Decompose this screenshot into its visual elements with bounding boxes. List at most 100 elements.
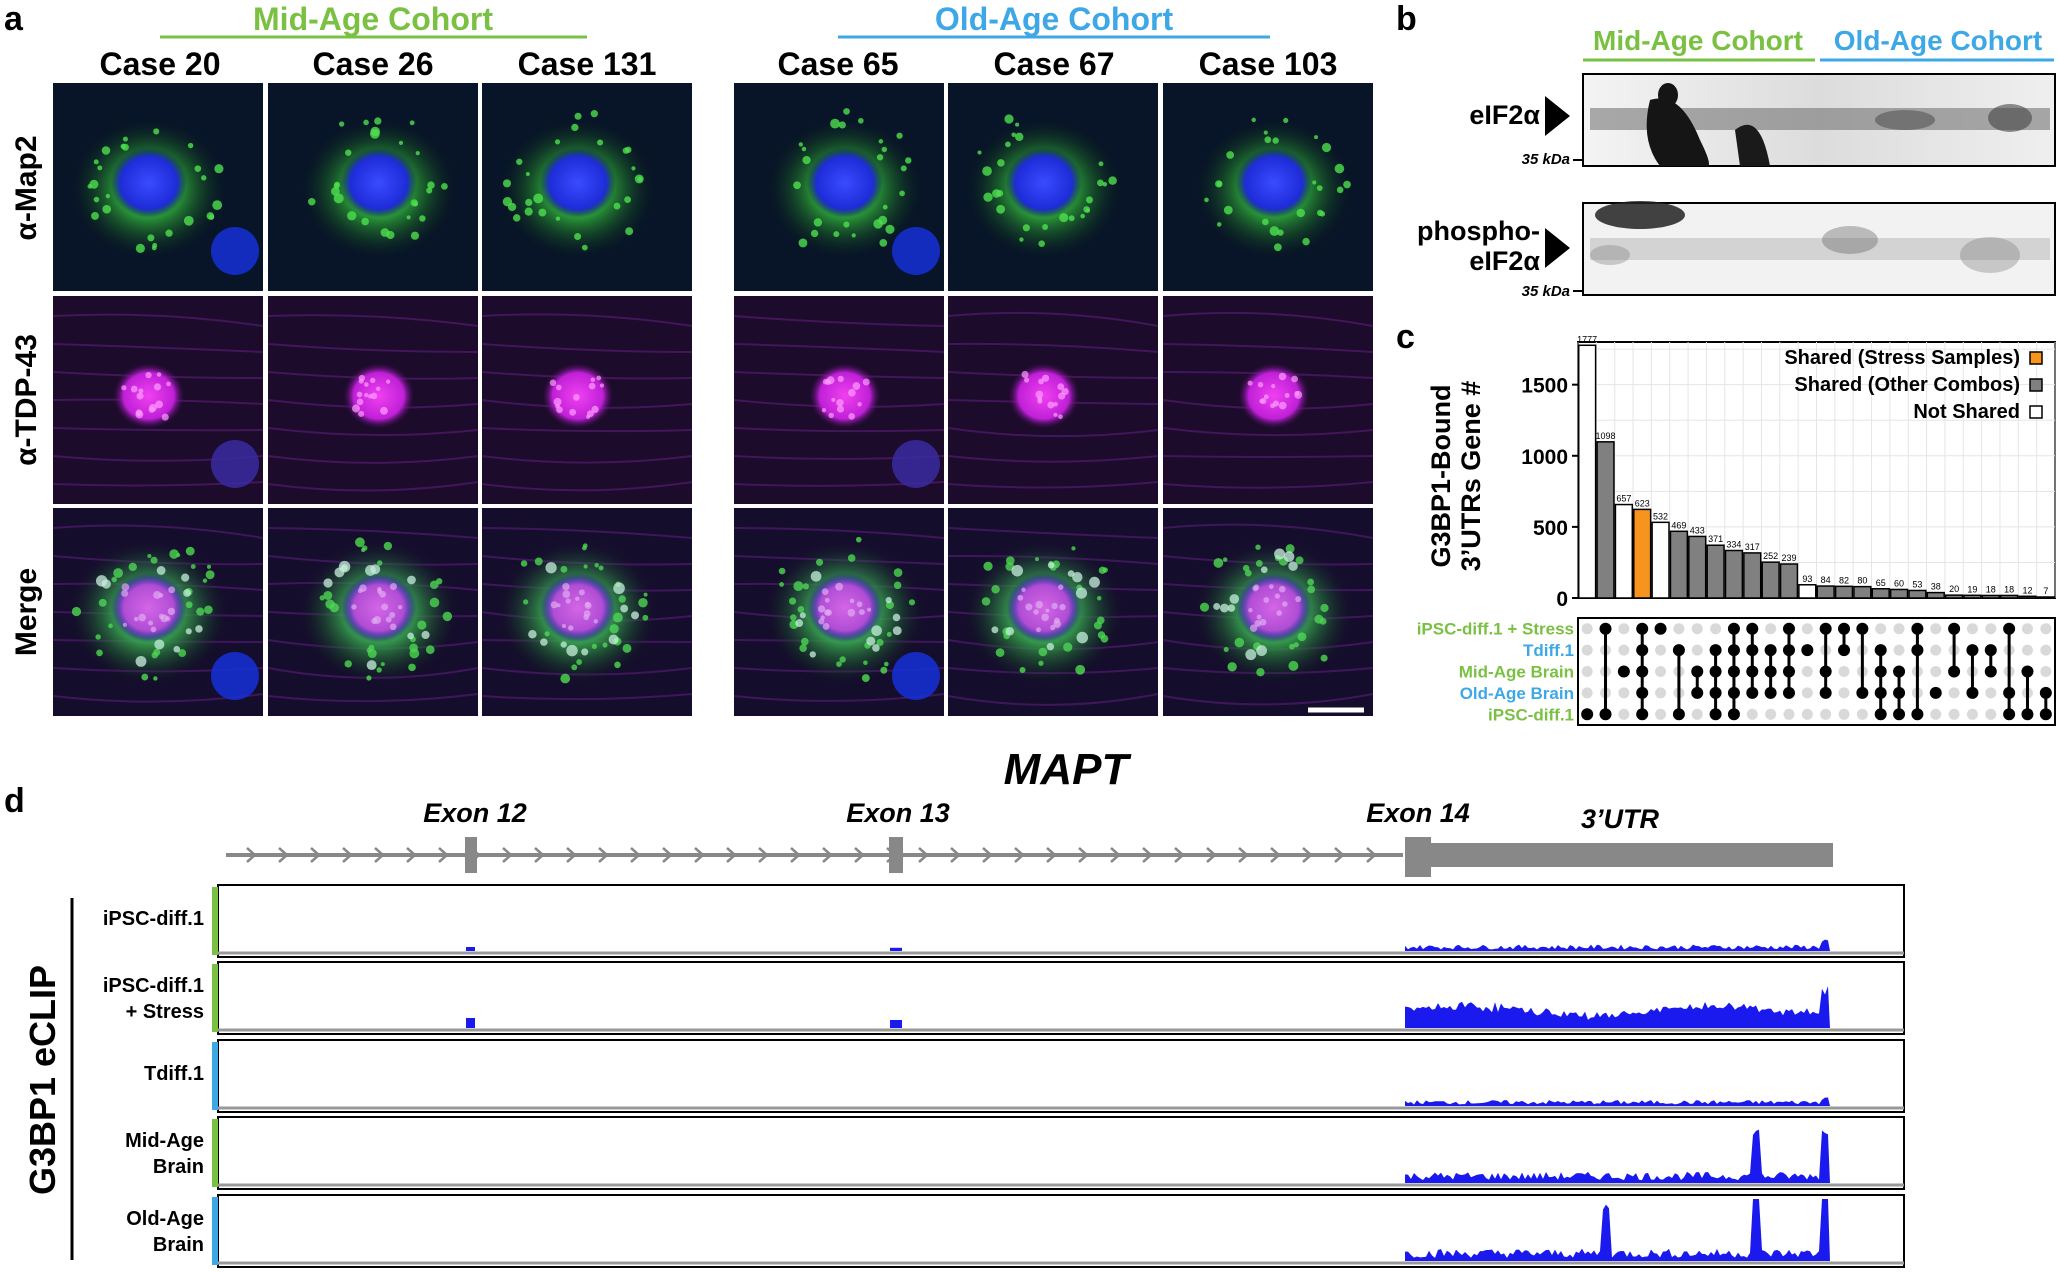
matrix-dot-filled bbox=[1709, 708, 1722, 721]
matrix-dot-empty bbox=[1710, 623, 1722, 635]
micrograph-tdp bbox=[733, 296, 945, 504]
blot-phospho-label-1: phospho- bbox=[1417, 216, 1540, 246]
matrix-dot-empty bbox=[1930, 644, 1942, 656]
matrix-dot-filled bbox=[1874, 644, 1887, 657]
matrix-dot-empty bbox=[1893, 644, 1905, 656]
track-label: Mid-Age bbox=[125, 1130, 204, 1152]
bar bbox=[1577, 344, 1597, 599]
blot-old-label: Old-Age Cohort bbox=[1834, 25, 2042, 56]
blot-phospho-label-2: eIF2α bbox=[1469, 246, 1540, 276]
matrix-dot-empty bbox=[1893, 623, 1905, 635]
micrograph-tdp bbox=[52, 296, 264, 504]
bar-value-label: 371 bbox=[1708, 534, 1723, 544]
gene-name: MAPT bbox=[1004, 745, 1132, 794]
strand-chevron bbox=[1014, 847, 1025, 863]
matrix-dot-empty bbox=[2021, 644, 2033, 656]
track-frame bbox=[217, 1116, 1905, 1190]
set-label: Mid-Age Brain bbox=[1459, 663, 1574, 682]
bar-value-label: 53 bbox=[1912, 579, 1922, 589]
matrix-dot-filled bbox=[1782, 644, 1795, 657]
track-label: Brain bbox=[153, 1234, 204, 1256]
matrix-dot-filled bbox=[1819, 686, 1832, 699]
bar-value-label: 433 bbox=[1690, 525, 1705, 535]
matrix-dot-filled bbox=[1727, 686, 1740, 699]
bar-value-label: 20 bbox=[1949, 584, 1959, 594]
matrix-dot-empty bbox=[1838, 708, 1850, 720]
micrograph-map2 bbox=[734, 83, 944, 291]
matrix-dot-filled bbox=[2021, 665, 2034, 678]
matrix-dot-empty bbox=[1838, 666, 1850, 677]
bar-value-label: 18 bbox=[1986, 584, 1996, 594]
case-header: Case 131 bbox=[518, 46, 657, 82]
bar bbox=[1706, 544, 1725, 599]
matrix-dot-filled bbox=[1911, 708, 1924, 721]
matrix-dot-filled bbox=[1709, 686, 1722, 699]
micrograph-tdp bbox=[481, 296, 693, 504]
matrix-dot-filled bbox=[1617, 665, 1630, 678]
matrix-dot-filled bbox=[1819, 622, 1832, 635]
matrix-dot-empty bbox=[1618, 644, 1630, 656]
bar bbox=[1981, 594, 2000, 599]
matrix-dot-empty bbox=[1966, 708, 1978, 720]
matrix-dot-empty bbox=[2040, 644, 2052, 656]
row-label-tdp43: α-TDP-43 bbox=[10, 334, 43, 466]
bar bbox=[1669, 530, 1689, 599]
matrix-dot-empty bbox=[1673, 623, 1685, 635]
panel-label-d: d bbox=[4, 782, 25, 820]
blot-kda-2: 35 kDa bbox=[1522, 283, 1570, 300]
strand-chevron bbox=[1302, 847, 1313, 863]
bar-value-label: 60 bbox=[1894, 578, 1904, 588]
strand-chevron bbox=[246, 847, 257, 863]
strand-chevron bbox=[822, 847, 833, 863]
exon-13 bbox=[889, 837, 903, 873]
panel-label-b: b bbox=[1396, 0, 1417, 38]
bar-value-label: 252 bbox=[1763, 551, 1778, 561]
matrix-dot-empty bbox=[2021, 623, 2033, 635]
case-header: Case 67 bbox=[994, 46, 1115, 82]
matrix-dot-filled bbox=[1746, 686, 1759, 699]
y-axis-label-line2: 3’UTRs Gene # bbox=[1456, 381, 1486, 572]
matrix-dot-empty bbox=[1765, 708, 1777, 720]
track-color-bar bbox=[212, 964, 218, 1032]
matrix-dot-empty bbox=[1581, 623, 1593, 635]
case-headers: Case 20 Case 26 Case 131 Case 65 Case 67… bbox=[100, 46, 1338, 82]
matrix-dot-filled bbox=[2021, 708, 2034, 721]
gene-model bbox=[226, 837, 1833, 877]
strand-chevron bbox=[374, 847, 385, 863]
matrix-dot-empty bbox=[1581, 687, 1593, 699]
strand-chevron bbox=[342, 847, 353, 863]
case-header: Case 26 bbox=[313, 46, 434, 82]
exon-12 bbox=[465, 837, 477, 873]
micrograph-grid bbox=[52, 83, 1374, 716]
bar bbox=[1963, 594, 1982, 599]
track-label: + Stress bbox=[126, 1001, 204, 1023]
strand-chevron bbox=[1110, 847, 1121, 863]
y-tick-label: 0 bbox=[1556, 588, 1568, 611]
matrix-dot-empty bbox=[1985, 687, 1997, 699]
matrix-dot-filled bbox=[1709, 644, 1722, 657]
blot-eif2a bbox=[1582, 73, 2056, 167]
matrix-dot-filled bbox=[1691, 686, 1704, 699]
track-frame bbox=[217, 884, 1905, 958]
signal-coverage bbox=[1405, 1199, 1830, 1261]
matrix-dot-filled bbox=[2003, 686, 2016, 699]
old-cohort-label: Old-Age Cohort bbox=[935, 1, 1174, 37]
matrix-dot-filled bbox=[1727, 708, 1740, 721]
bar bbox=[1596, 441, 1615, 599]
bar-value-label: 239 bbox=[1781, 553, 1796, 563]
row-label-merge: Merge bbox=[10, 568, 43, 656]
micrograph-merge bbox=[733, 508, 945, 716]
signal-coverage bbox=[1405, 1129, 1830, 1183]
matrix-dot-filled bbox=[1838, 622, 1851, 635]
matrix-dot-filled bbox=[1874, 686, 1887, 699]
bar-value-label: 12 bbox=[2022, 585, 2032, 595]
matrix-dot-empty bbox=[1618, 708, 1630, 720]
matrix-dot-filled bbox=[1782, 686, 1795, 699]
matrix-dot-filled bbox=[1893, 686, 1906, 699]
micrograph-tdp bbox=[267, 296, 479, 504]
blot-mid-label: Mid-Age Cohort bbox=[1593, 25, 1803, 56]
legend-swatch bbox=[2029, 378, 2043, 392]
matrix-dot-filled bbox=[1911, 622, 1924, 635]
micrograph-merge bbox=[1162, 508, 1374, 716]
y-axis-label-line1: G3BP1-Bound bbox=[1426, 384, 1456, 567]
